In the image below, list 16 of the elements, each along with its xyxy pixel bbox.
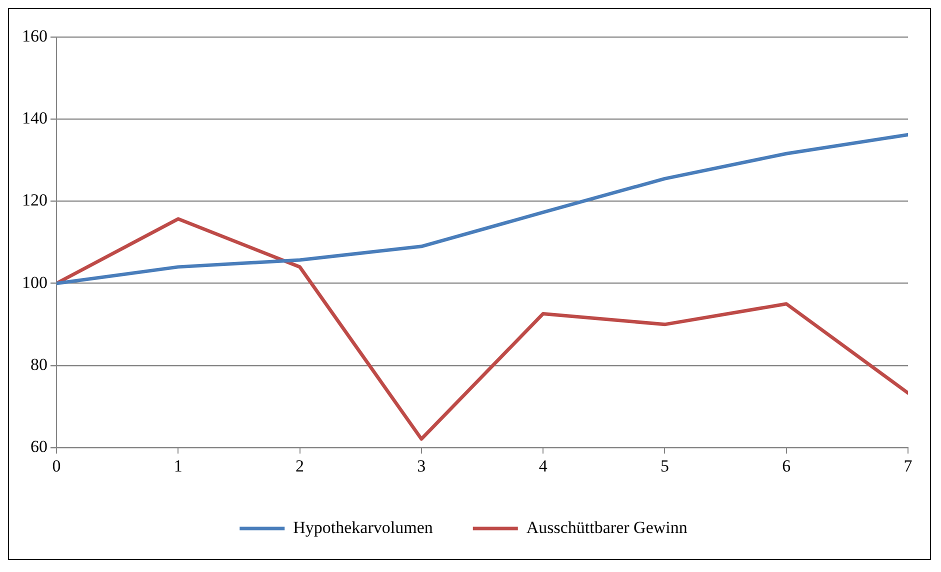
x-tick-label: 5 [660,456,669,476]
y-tick-label: 100 [22,272,48,292]
x-tick-label: 6 [782,456,791,476]
x-tick-label: 7 [904,456,913,476]
x-tick-label: 0 [52,456,61,476]
x-tick-label: 3 [417,456,426,476]
x-tick-label: 1 [174,456,182,476]
y-tick-label: 60 [30,437,48,456]
y-tick-label: 140 [22,108,48,128]
x-tick-label: 2 [296,456,304,476]
y-tick-label: 160 [22,26,48,46]
x-tick-label: 4 [538,456,548,476]
y-tick-label: 80 [30,354,48,374]
y-tick-label: 120 [22,190,48,210]
legend-label: Ausschüttbarer Gewinn [526,518,688,537]
legend-label: Hypothekarvolumen [293,518,434,537]
